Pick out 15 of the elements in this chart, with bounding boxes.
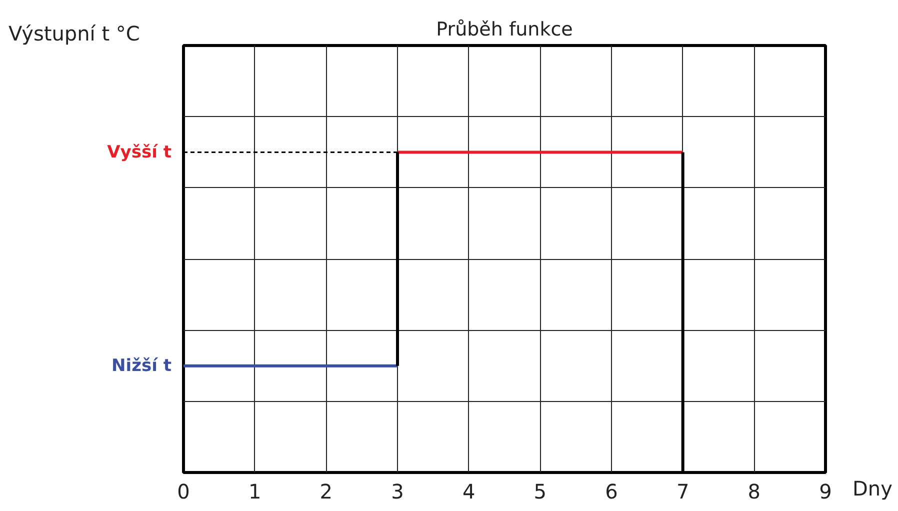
x-tick-label: 1 bbox=[248, 480, 262, 504]
x-tick-label: 2 bbox=[320, 480, 333, 504]
x-tick-label: 4 bbox=[462, 480, 476, 504]
x-tick-label: 6 bbox=[605, 480, 618, 504]
x-tick-label: 7 bbox=[676, 480, 690, 504]
text: Vyšší t bbox=[107, 142, 172, 162]
x-axis-title: Dny bbox=[852, 476, 893, 500]
x-tick-label: 8 bbox=[748, 480, 761, 504]
chart-title: Průběh funkce bbox=[436, 18, 573, 40]
x-tick-label: 5 bbox=[534, 480, 547, 504]
series-label: Nižší t bbox=[112, 356, 172, 376]
x-tick-label: 9 bbox=[819, 480, 832, 504]
x-tick-label: 0 bbox=[177, 480, 190, 504]
x-tick-label: 3 bbox=[391, 480, 404, 504]
text: Výstupní t °C bbox=[8, 22, 140, 46]
